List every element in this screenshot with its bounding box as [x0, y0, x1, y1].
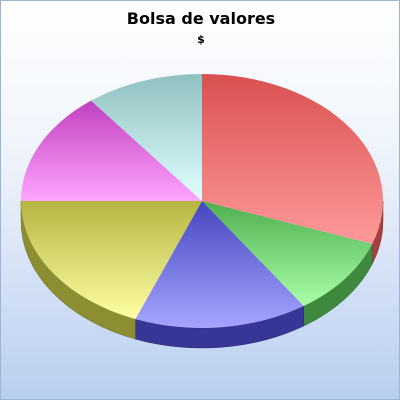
pie-slice-5[interactable]	[21, 100, 202, 201]
pie-sides	[20, 200, 384, 349]
pie-slice-6[interactable]	[91, 74, 202, 201]
pie-slice-2[interactable]	[202, 201, 373, 307]
chart-subtitle: $	[197, 33, 205, 46]
chart-title: Bolsa de valores	[126, 9, 276, 28]
pie-slice-4[interactable]	[21, 201, 202, 320]
pie-slice-3[interactable]	[135, 201, 304, 329]
pie-top	[21, 74, 383, 329]
pie-slice-1[interactable]	[202, 74, 383, 245]
